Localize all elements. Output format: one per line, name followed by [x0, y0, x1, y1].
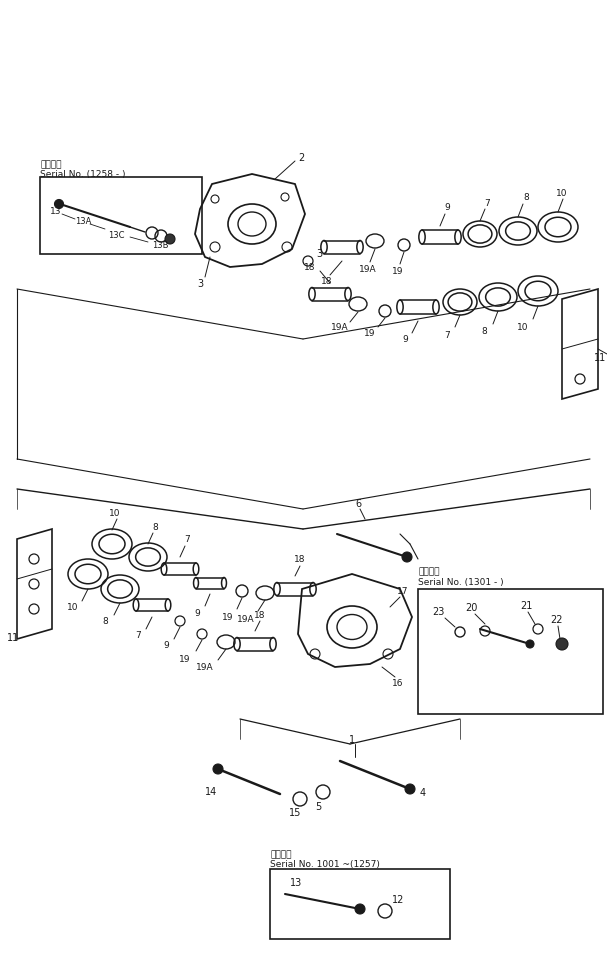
- Text: 3: 3: [316, 249, 322, 258]
- Text: 19A: 19A: [196, 662, 214, 672]
- Text: 7: 7: [135, 631, 141, 639]
- Text: 7: 7: [184, 535, 190, 544]
- Circle shape: [55, 200, 64, 210]
- Text: 19A: 19A: [331, 323, 349, 333]
- Text: 22: 22: [550, 615, 563, 624]
- Text: 19: 19: [222, 612, 234, 620]
- Circle shape: [526, 640, 534, 648]
- Text: 12: 12: [392, 894, 404, 904]
- Text: 11: 11: [594, 353, 606, 363]
- Text: 1: 1: [349, 734, 355, 744]
- Text: 18: 18: [321, 277, 333, 286]
- Text: 適用号機: 適用号機: [40, 160, 61, 170]
- Bar: [418, 589, 603, 714]
- Text: 23: 23: [432, 606, 444, 617]
- Text: 19: 19: [364, 329, 376, 338]
- Circle shape: [405, 784, 415, 794]
- Bar: [270, 869, 450, 939]
- Text: 19: 19: [392, 267, 404, 276]
- Text: Serial No. 1001 ~(1257): Serial No. 1001 ~(1257): [270, 860, 380, 868]
- Text: 適用号機: 適用号機: [418, 567, 439, 576]
- Text: 5: 5: [315, 801, 321, 811]
- Text: 9: 9: [402, 335, 408, 344]
- Text: 18: 18: [294, 555, 306, 564]
- Circle shape: [165, 234, 175, 245]
- Text: 19A: 19A: [237, 614, 255, 623]
- Text: 21: 21: [520, 600, 532, 610]
- Text: Serial No. (1301 - ): Serial No. (1301 - ): [418, 577, 504, 586]
- Text: 8: 8: [481, 327, 487, 336]
- Circle shape: [402, 553, 412, 562]
- Text: 14: 14: [205, 786, 217, 796]
- Circle shape: [213, 764, 223, 774]
- Text: 7: 7: [444, 330, 450, 339]
- Text: 16: 16: [392, 679, 404, 688]
- Text: 19: 19: [179, 654, 191, 662]
- Bar: [40, 178, 202, 254]
- Text: 10: 10: [517, 322, 529, 331]
- Text: 10: 10: [67, 603, 79, 612]
- Text: 18: 18: [304, 263, 316, 273]
- Text: 20: 20: [465, 602, 477, 613]
- Text: 13: 13: [290, 877, 302, 887]
- Circle shape: [556, 639, 568, 650]
- Text: 9: 9: [163, 640, 169, 650]
- Text: 9: 9: [444, 203, 450, 213]
- Text: 8: 8: [102, 617, 108, 626]
- Text: 8: 8: [523, 193, 529, 202]
- Text: 13B: 13B: [152, 241, 169, 251]
- Text: 8: 8: [152, 522, 158, 531]
- Text: 2: 2: [298, 152, 304, 163]
- Text: 10: 10: [556, 189, 568, 197]
- Text: 9: 9: [194, 608, 200, 617]
- Text: 19A: 19A: [359, 265, 377, 274]
- Text: 適用号機: 適用号機: [270, 850, 291, 859]
- Text: Serial No. (1258 - ): Serial No. (1258 - ): [40, 171, 126, 179]
- Text: 13C: 13C: [108, 232, 124, 240]
- Text: 11: 11: [7, 633, 19, 642]
- Circle shape: [355, 904, 365, 914]
- Text: 4: 4: [420, 787, 426, 797]
- Text: 3: 3: [197, 278, 203, 289]
- Text: 10: 10: [109, 508, 121, 517]
- Text: 18: 18: [254, 610, 266, 618]
- Text: 15: 15: [289, 807, 301, 817]
- Text: 7: 7: [484, 198, 490, 208]
- Text: 13A: 13A: [75, 217, 92, 226]
- Text: 6: 6: [355, 498, 361, 509]
- Text: 17: 17: [397, 587, 409, 596]
- Text: 13: 13: [50, 208, 61, 216]
